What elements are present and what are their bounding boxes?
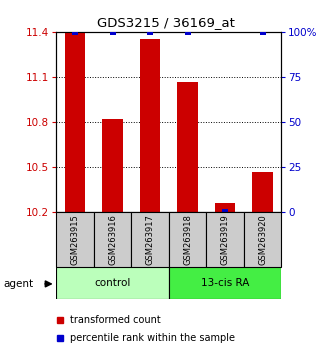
- Text: percentile rank within the sample: percentile rank within the sample: [70, 333, 234, 343]
- Point: [222, 210, 228, 215]
- Text: GSM263918: GSM263918: [183, 215, 192, 265]
- Bar: [177, 81, 198, 212]
- Bar: [169, 212, 206, 267]
- Point: [72, 29, 78, 35]
- Text: control: control: [94, 278, 131, 288]
- Bar: [140, 39, 160, 212]
- Text: GSM263920: GSM263920: [258, 215, 267, 265]
- Bar: [94, 212, 131, 267]
- Text: transformed count: transformed count: [70, 315, 160, 325]
- Text: GDS3215 / 36169_at: GDS3215 / 36169_at: [97, 16, 234, 29]
- Point: [260, 29, 265, 35]
- Bar: [56, 267, 169, 299]
- Bar: [206, 212, 244, 267]
- Point: [147, 29, 153, 35]
- Text: GSM263915: GSM263915: [71, 215, 79, 265]
- Text: agent: agent: [3, 279, 33, 289]
- Bar: [252, 172, 273, 212]
- Bar: [102, 119, 123, 212]
- Text: GSM263916: GSM263916: [108, 215, 117, 265]
- Bar: [65, 32, 85, 212]
- Text: 13-cis RA: 13-cis RA: [201, 278, 249, 288]
- Text: GSM263917: GSM263917: [146, 215, 155, 265]
- Bar: [169, 267, 281, 299]
- Point: [110, 29, 115, 35]
- Point: [185, 29, 190, 35]
- Bar: [244, 212, 281, 267]
- Text: GSM263919: GSM263919: [220, 215, 230, 265]
- Bar: [56, 212, 94, 267]
- Bar: [131, 212, 169, 267]
- Bar: [215, 203, 235, 212]
